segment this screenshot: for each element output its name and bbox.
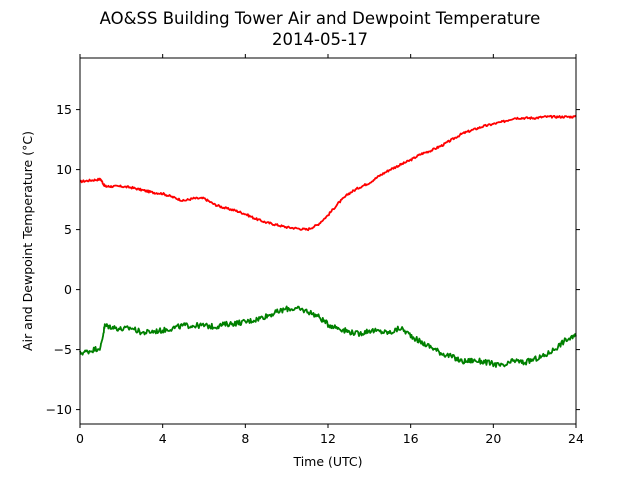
y-axis: −10 −5 0 5 10 15 xyxy=(46,102,580,417)
y-tick-label: 0 xyxy=(64,282,72,297)
chart-title: AO&SS Building Tower Air and Dewpoint Te… xyxy=(100,9,541,28)
x-axis: 0 4 8 12 16 20 24 xyxy=(76,54,584,446)
x-tick-label: 0 xyxy=(76,431,84,446)
y-tick-label: 15 xyxy=(56,102,72,117)
y-tick-label: −10 xyxy=(46,402,72,417)
x-tick-label: 12 xyxy=(320,431,336,446)
series-layer xyxy=(79,114,577,368)
x-tick-label: 4 xyxy=(159,431,167,446)
x-tick-label: 16 xyxy=(403,431,419,446)
x-tick-label: 20 xyxy=(485,431,501,446)
chart-subtitle: 2014-05-17 xyxy=(272,30,368,49)
x-axis-label: Time (UTC) xyxy=(292,454,362,469)
y-axis-label: Air and Dewpoint Temperature (°C) xyxy=(20,131,35,351)
y-tick-label: 10 xyxy=(56,162,72,177)
plot-frame xyxy=(79,57,577,425)
x-tick-label: 8 xyxy=(241,431,249,446)
x-tick-label: 24 xyxy=(568,431,584,446)
y-tick-label: 5 xyxy=(64,222,72,237)
y-tick-label: −5 xyxy=(54,342,72,357)
series-line-red xyxy=(79,114,577,232)
series-line-green xyxy=(79,305,577,368)
